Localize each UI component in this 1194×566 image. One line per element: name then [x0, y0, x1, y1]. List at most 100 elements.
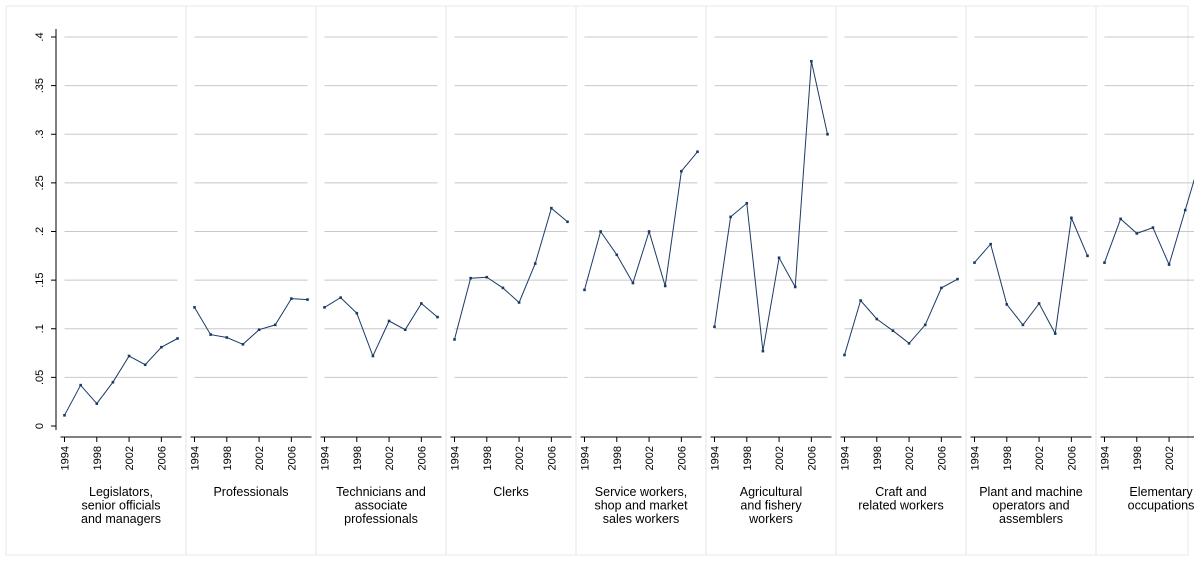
x-tick-label: 1994: [320, 446, 332, 470]
data-point: [566, 220, 569, 223]
data-point: [713, 326, 716, 329]
data-point: [63, 414, 66, 417]
panel-label: Professionals: [213, 485, 288, 499]
panel-label: workers: [748, 512, 793, 526]
data-point: [729, 216, 732, 219]
data-point: [160, 346, 163, 349]
panel-label: Agricultural: [740, 485, 803, 499]
data-point: [956, 278, 959, 281]
x-tick-label: 1994: [190, 446, 202, 470]
data-point: [485, 276, 488, 279]
data-point: [989, 243, 992, 246]
x-tick-label: 1994: [580, 446, 592, 470]
x-tick-label: 1998: [92, 446, 104, 470]
data-point: [225, 336, 228, 339]
panel-label: Clerks: [493, 485, 528, 499]
data-point: [599, 230, 602, 233]
x-tick-label: 2006: [936, 446, 948, 470]
data-point: [778, 256, 781, 259]
data-point: [664, 285, 667, 288]
data-point: [95, 402, 98, 405]
x-tick-label: 1998: [742, 446, 754, 470]
data-point: [1070, 217, 1073, 220]
x-tick-label: 1998: [872, 446, 884, 470]
panel-label: professionals: [344, 512, 418, 526]
panel-label: Legislators,: [89, 485, 153, 499]
y-tick-label: .4: [34, 32, 46, 41]
data-point: [388, 320, 391, 323]
data-point: [1103, 261, 1106, 264]
x-tick-label: 1994: [450, 446, 462, 470]
data-point: [745, 202, 748, 205]
series-line: [455, 208, 568, 339]
series-line: [195, 299, 308, 345]
series-line: [1105, 76, 1194, 265]
panel-label: Plant and machine: [979, 485, 1083, 499]
x-tick-label: 1998: [612, 446, 624, 470]
panel-label: shop and market: [594, 499, 688, 513]
panel-label: assemblers: [999, 512, 1063, 526]
data-point: [1135, 232, 1138, 235]
data-point: [615, 254, 618, 257]
data-point: [518, 301, 521, 304]
panel-label: related workers: [858, 499, 943, 513]
data-point: [339, 296, 342, 299]
data-point: [550, 207, 553, 210]
data-point: [924, 324, 927, 327]
data-point: [1119, 218, 1122, 221]
x-tick-label: 1994: [970, 446, 982, 470]
data-point: [762, 350, 765, 353]
data-point: [1005, 303, 1008, 306]
x-tick-label: 1994: [840, 446, 852, 470]
data-point: [940, 287, 943, 290]
x-tick-label: 1998: [482, 446, 494, 470]
x-tick-label: 2002: [384, 446, 396, 470]
x-tick-label: 1994: [710, 446, 722, 470]
panel-label: sales workers: [603, 512, 679, 526]
x-tick-label: 2002: [1034, 446, 1046, 470]
x-tick-label: 2006: [286, 446, 298, 470]
panel-label: occupations: [1128, 499, 1194, 513]
x-tick-label: 1994: [1100, 446, 1112, 470]
data-point: [1054, 332, 1057, 335]
x-tick-label: 1998: [352, 446, 364, 470]
y-tick-label: .15: [34, 272, 46, 287]
x-tick-label: 2006: [1066, 446, 1078, 470]
data-point: [144, 363, 147, 366]
panel-label: Elementary: [1129, 485, 1193, 499]
y-tick-label: .35: [34, 78, 46, 93]
data-point: [1168, 263, 1171, 266]
x-tick-label: 2002: [1164, 446, 1176, 470]
data-point: [79, 384, 82, 387]
data-point: [242, 343, 245, 346]
y-tick-label: 0: [34, 423, 46, 429]
data-point: [355, 312, 358, 315]
y-tick-label: .3: [34, 130, 46, 139]
panel-label: Craft and: [875, 485, 926, 499]
x-tick-label: 2002: [254, 446, 266, 470]
data-point: [908, 342, 911, 345]
data-point: [502, 287, 505, 290]
x-tick-label: 2006: [546, 446, 558, 470]
data-point: [128, 355, 131, 358]
x-tick-label: 2006: [156, 446, 168, 470]
x-tick-label: 2002: [904, 446, 916, 470]
data-point: [892, 329, 895, 332]
panel-label: and managers: [81, 512, 161, 526]
data-point: [632, 282, 635, 285]
data-point: [112, 381, 115, 384]
data-point: [209, 333, 212, 336]
data-point: [453, 338, 456, 341]
x-tick-label: 2002: [774, 446, 786, 470]
panel-label: senior officials: [82, 499, 161, 513]
data-point: [193, 306, 196, 309]
data-point: [290, 297, 293, 300]
data-point: [696, 150, 699, 153]
data-point: [274, 324, 277, 327]
x-tick-label: 2002: [644, 446, 656, 470]
data-point: [1184, 209, 1187, 212]
x-tick-label: 2006: [806, 446, 818, 470]
data-point: [404, 328, 407, 331]
data-point: [583, 289, 586, 292]
